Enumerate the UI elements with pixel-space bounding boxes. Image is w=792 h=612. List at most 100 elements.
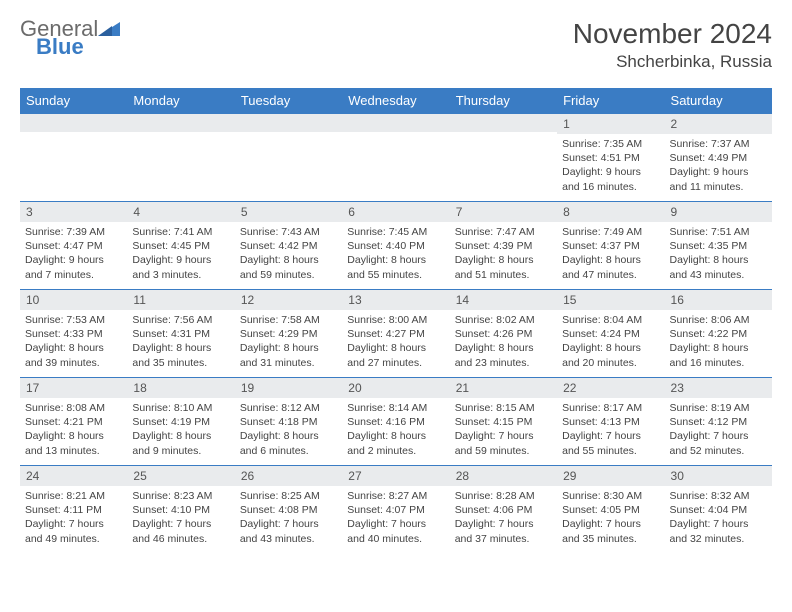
calendar-cell: 16Sunrise: 8:06 AMSunset: 4:22 PMDayligh… bbox=[665, 290, 772, 378]
calendar-cell: 9Sunrise: 7:51 AMSunset: 4:35 PMDaylight… bbox=[665, 202, 772, 290]
day-text: Sunrise: 8:08 AMSunset: 4:21 PMDaylight:… bbox=[20, 398, 127, 462]
logo-text-block: General Blue bbox=[20, 18, 120, 58]
calendar-cell: 5Sunrise: 7:43 AMSunset: 4:42 PMDaylight… bbox=[235, 202, 342, 290]
calendar-cell: 15Sunrise: 8:04 AMSunset: 4:24 PMDayligh… bbox=[557, 290, 664, 378]
day-text: Sunrise: 8:14 AMSunset: 4:16 PMDaylight:… bbox=[342, 398, 449, 462]
calendar-cell bbox=[450, 114, 557, 202]
day-number: 30 bbox=[665, 466, 772, 486]
day-number: 9 bbox=[665, 202, 772, 222]
day-header: Tuesday bbox=[235, 88, 342, 114]
day-number: 7 bbox=[450, 202, 557, 222]
day-number bbox=[20, 114, 127, 132]
day-number: 28 bbox=[450, 466, 557, 486]
calendar-cell: 27Sunrise: 8:27 AMSunset: 4:07 PMDayligh… bbox=[342, 466, 449, 554]
calendar-table: SundayMondayTuesdayWednesdayThursdayFrid… bbox=[20, 88, 772, 554]
calendar-cell: 29Sunrise: 8:30 AMSunset: 4:05 PMDayligh… bbox=[557, 466, 664, 554]
day-number bbox=[235, 114, 342, 132]
day-text: Sunrise: 8:32 AMSunset: 4:04 PMDaylight:… bbox=[665, 486, 772, 550]
logo: General Blue bbox=[20, 18, 120, 58]
calendar-head: SundayMondayTuesdayWednesdayThursdayFrid… bbox=[20, 88, 772, 114]
day-text: Sunrise: 8:17 AMSunset: 4:13 PMDaylight:… bbox=[557, 398, 664, 462]
calendar-cell: 19Sunrise: 8:12 AMSunset: 4:18 PMDayligh… bbox=[235, 378, 342, 466]
calendar-cell: 13Sunrise: 8:00 AMSunset: 4:27 PMDayligh… bbox=[342, 290, 449, 378]
calendar-cell bbox=[127, 114, 234, 202]
calendar-cell: 20Sunrise: 8:14 AMSunset: 4:16 PMDayligh… bbox=[342, 378, 449, 466]
calendar-cell: 10Sunrise: 7:53 AMSunset: 4:33 PMDayligh… bbox=[20, 290, 127, 378]
day-text: Sunrise: 7:51 AMSunset: 4:35 PMDaylight:… bbox=[665, 222, 772, 286]
calendar-cell: 12Sunrise: 7:58 AMSunset: 4:29 PMDayligh… bbox=[235, 290, 342, 378]
day-number: 26 bbox=[235, 466, 342, 486]
day-number: 18 bbox=[127, 378, 234, 398]
calendar-cell: 18Sunrise: 8:10 AMSunset: 4:19 PMDayligh… bbox=[127, 378, 234, 466]
day-number: 14 bbox=[450, 290, 557, 310]
calendar-week: 1Sunrise: 7:35 AMSunset: 4:51 PMDaylight… bbox=[20, 114, 772, 202]
day-number: 24 bbox=[20, 466, 127, 486]
day-text: Sunrise: 8:04 AMSunset: 4:24 PMDaylight:… bbox=[557, 310, 664, 374]
month-title: November 2024 bbox=[573, 18, 772, 50]
day-number: 12 bbox=[235, 290, 342, 310]
calendar-cell: 24Sunrise: 8:21 AMSunset: 4:11 PMDayligh… bbox=[20, 466, 127, 554]
calendar-week: 10Sunrise: 7:53 AMSunset: 4:33 PMDayligh… bbox=[20, 290, 772, 378]
header: General Blue November 2024 Shcherbinka, … bbox=[20, 18, 772, 72]
day-number: 25 bbox=[127, 466, 234, 486]
day-header: Saturday bbox=[665, 88, 772, 114]
calendar-cell: 21Sunrise: 8:15 AMSunset: 4:15 PMDayligh… bbox=[450, 378, 557, 466]
calendar-cell: 6Sunrise: 7:45 AMSunset: 4:40 PMDaylight… bbox=[342, 202, 449, 290]
day-number: 15 bbox=[557, 290, 664, 310]
day-text: Sunrise: 8:15 AMSunset: 4:15 PMDaylight:… bbox=[450, 398, 557, 462]
day-text: Sunrise: 7:37 AMSunset: 4:49 PMDaylight:… bbox=[665, 134, 772, 198]
calendar-week: 3Sunrise: 7:39 AMSunset: 4:47 PMDaylight… bbox=[20, 202, 772, 290]
day-text: Sunrise: 8:27 AMSunset: 4:07 PMDaylight:… bbox=[342, 486, 449, 550]
calendar-body: 1Sunrise: 7:35 AMSunset: 4:51 PMDaylight… bbox=[20, 114, 772, 554]
day-text: Sunrise: 7:43 AMSunset: 4:42 PMDaylight:… bbox=[235, 222, 342, 286]
day-number: 19 bbox=[235, 378, 342, 398]
location: Shcherbinka, Russia bbox=[573, 52, 772, 72]
day-number: 22 bbox=[557, 378, 664, 398]
day-text: Sunrise: 7:58 AMSunset: 4:29 PMDaylight:… bbox=[235, 310, 342, 374]
day-text: Sunrise: 8:00 AMSunset: 4:27 PMDaylight:… bbox=[342, 310, 449, 374]
day-text: Sunrise: 8:06 AMSunset: 4:22 PMDaylight:… bbox=[665, 310, 772, 374]
calendar-cell: 26Sunrise: 8:25 AMSunset: 4:08 PMDayligh… bbox=[235, 466, 342, 554]
day-number: 5 bbox=[235, 202, 342, 222]
day-text: Sunrise: 8:23 AMSunset: 4:10 PMDaylight:… bbox=[127, 486, 234, 550]
day-text: Sunrise: 8:30 AMSunset: 4:05 PMDaylight:… bbox=[557, 486, 664, 550]
calendar-cell: 8Sunrise: 7:49 AMSunset: 4:37 PMDaylight… bbox=[557, 202, 664, 290]
day-header: Thursday bbox=[450, 88, 557, 114]
day-number: 27 bbox=[342, 466, 449, 486]
day-header: Friday bbox=[557, 88, 664, 114]
calendar-cell: 1Sunrise: 7:35 AMSunset: 4:51 PMDaylight… bbox=[557, 114, 664, 202]
calendar-cell: 4Sunrise: 7:41 AMSunset: 4:45 PMDaylight… bbox=[127, 202, 234, 290]
calendar-cell bbox=[20, 114, 127, 202]
title-block: November 2024 Shcherbinka, Russia bbox=[573, 18, 772, 72]
day-number: 6 bbox=[342, 202, 449, 222]
calendar-cell bbox=[235, 114, 342, 202]
day-number: 17 bbox=[20, 378, 127, 398]
day-number: 3 bbox=[20, 202, 127, 222]
day-number: 4 bbox=[127, 202, 234, 222]
day-text: Sunrise: 7:53 AMSunset: 4:33 PMDaylight:… bbox=[20, 310, 127, 374]
day-number: 8 bbox=[557, 202, 664, 222]
day-text: Sunrise: 7:41 AMSunset: 4:45 PMDaylight:… bbox=[127, 222, 234, 286]
calendar-week: 17Sunrise: 8:08 AMSunset: 4:21 PMDayligh… bbox=[20, 378, 772, 466]
day-number: 1 bbox=[557, 114, 664, 134]
calendar-cell: 25Sunrise: 8:23 AMSunset: 4:10 PMDayligh… bbox=[127, 466, 234, 554]
day-header: Sunday bbox=[20, 88, 127, 114]
day-header: Monday bbox=[127, 88, 234, 114]
day-number bbox=[342, 114, 449, 132]
calendar-week: 24Sunrise: 8:21 AMSunset: 4:11 PMDayligh… bbox=[20, 466, 772, 554]
day-number bbox=[127, 114, 234, 132]
day-text: Sunrise: 8:21 AMSunset: 4:11 PMDaylight:… bbox=[20, 486, 127, 550]
day-number bbox=[450, 114, 557, 132]
calendar-cell: 3Sunrise: 7:39 AMSunset: 4:47 PMDaylight… bbox=[20, 202, 127, 290]
day-number: 21 bbox=[450, 378, 557, 398]
calendar-cell: 28Sunrise: 8:28 AMSunset: 4:06 PMDayligh… bbox=[450, 466, 557, 554]
calendar-cell: 30Sunrise: 8:32 AMSunset: 4:04 PMDayligh… bbox=[665, 466, 772, 554]
day-text: Sunrise: 8:10 AMSunset: 4:19 PMDaylight:… bbox=[127, 398, 234, 462]
day-number: 29 bbox=[557, 466, 664, 486]
day-text: Sunrise: 7:47 AMSunset: 4:39 PMDaylight:… bbox=[450, 222, 557, 286]
day-text: Sunrise: 8:02 AMSunset: 4:26 PMDaylight:… bbox=[450, 310, 557, 374]
logo-triangle-icon bbox=[98, 18, 120, 40]
day-number: 16 bbox=[665, 290, 772, 310]
day-number: 10 bbox=[20, 290, 127, 310]
calendar-cell: 2Sunrise: 7:37 AMSunset: 4:49 PMDaylight… bbox=[665, 114, 772, 202]
